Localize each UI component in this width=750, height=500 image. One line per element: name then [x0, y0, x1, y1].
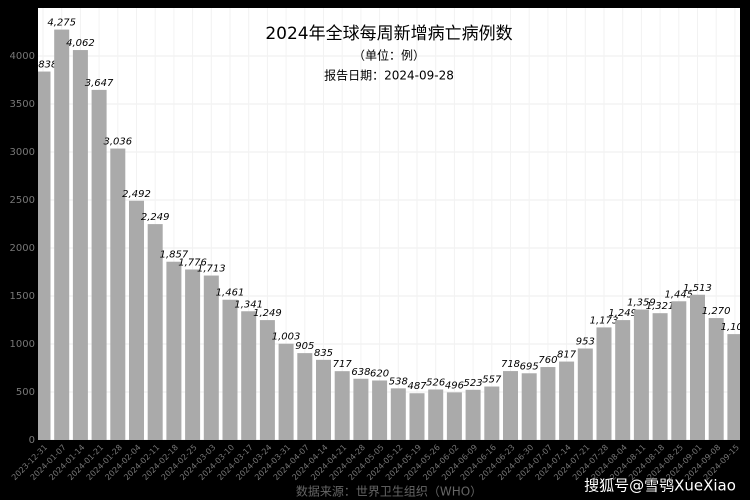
- value-label: 1,103: [721, 322, 750, 333]
- value-label: 1,857: [160, 250, 189, 261]
- bar: [129, 200, 144, 440]
- value-label: 2,492: [122, 189, 151, 200]
- value-label: 3,647: [85, 78, 114, 89]
- value-label: 557: [482, 375, 502, 386]
- value-label: 4,062: [66, 38, 95, 49]
- value-label: 638: [351, 367, 370, 378]
- y-tick-label: 1000: [10, 339, 35, 350]
- bar: [147, 224, 163, 440]
- report-date: 报告日期：2024-09-28: [324, 68, 454, 83]
- bar: [38, 71, 51, 440]
- bar: [633, 309, 649, 440]
- bar: [727, 334, 740, 440]
- y-tick-label: 2000: [10, 243, 35, 254]
- bar: [503, 371, 518, 440]
- value-label: 1,249: [253, 308, 282, 319]
- bar: [353, 378, 369, 440]
- bar: [652, 313, 668, 440]
- bar: [278, 343, 294, 440]
- value-label: 1,461: [216, 288, 245, 299]
- value-label: 1,249: [608, 308, 637, 319]
- y-tick-label: 1500: [10, 291, 35, 302]
- value-label: 717: [333, 359, 353, 370]
- bar: [596, 327, 612, 440]
- bar: [91, 89, 107, 440]
- value-label: 718: [501, 359, 520, 370]
- value-label: 4,275: [47, 18, 76, 29]
- bar: [540, 367, 556, 440]
- value-label: 1,713: [197, 264, 226, 275]
- y-tick-label: 3500: [10, 99, 35, 110]
- bar: [465, 389, 481, 440]
- bar: [708, 318, 724, 440]
- bar: [428, 389, 444, 440]
- bar: [203, 275, 219, 440]
- value-label: 3,036: [103, 137, 132, 148]
- watermark: 搜狐号@雪鸮XueXiao: [584, 477, 736, 495]
- bar: [446, 392, 462, 440]
- bar: [671, 301, 687, 440]
- bar: [259, 320, 275, 440]
- value-label: 905: [295, 341, 314, 352]
- y-tick-label: 0: [29, 435, 35, 446]
- bar: [166, 261, 182, 440]
- value-label: 760: [538, 355, 557, 366]
- y-tick-label: 3000: [10, 147, 35, 158]
- y-tick-label: 4000: [10, 51, 35, 62]
- bar: [54, 29, 70, 440]
- value-label: 620: [370, 368, 389, 379]
- bar: [241, 311, 257, 440]
- value-label: 1,173: [590, 315, 619, 326]
- bar: [484, 386, 500, 440]
- value-label: 538: [389, 376, 408, 387]
- bar: [390, 388, 406, 440]
- value-label: 1,445: [664, 289, 693, 300]
- value-label: 1,270: [702, 306, 731, 317]
- bar: [372, 380, 388, 440]
- value-label: 835: [314, 348, 333, 359]
- y-tick-label: 500: [16, 387, 35, 398]
- bar: [316, 359, 331, 440]
- value-label: 523: [464, 378, 483, 389]
- bar: [521, 373, 537, 440]
- value-label: 1,003: [272, 332, 301, 343]
- bar: [615, 320, 631, 440]
- value-label: 496: [445, 380, 464, 391]
- value-label: 953: [576, 337, 595, 348]
- value-label: 2,249: [141, 212, 170, 223]
- value-label: 1,513: [683, 283, 712, 294]
- bar: [222, 299, 238, 440]
- bar: [577, 348, 593, 440]
- value-label: 3,838: [29, 60, 58, 71]
- value-label: 526: [426, 378, 445, 389]
- value-label: 695: [520, 361, 539, 372]
- value-label: 1,321: [646, 301, 675, 312]
- bar: [559, 361, 575, 440]
- chart-subtitle: （单位：例）: [353, 48, 425, 63]
- value-label: 817: [557, 350, 577, 361]
- value-label: 1,341: [234, 299, 263, 310]
- bar: [334, 371, 350, 440]
- bar: [409, 393, 425, 440]
- chart-title: 2024年全球每周新增病亡病例数: [265, 24, 512, 44]
- bar: [72, 50, 88, 440]
- source: 数据来源：世界卫生组织（WHO）: [296, 484, 482, 499]
- bar: [185, 269, 201, 440]
- y-tick-label: 2500: [10, 195, 35, 206]
- bar: [110, 148, 126, 440]
- value-label: 487: [407, 381, 427, 392]
- value-label: 1,776: [178, 258, 207, 269]
- value-label: 1,359: [627, 298, 656, 309]
- bar: [297, 353, 313, 440]
- bar: [690, 294, 705, 440]
